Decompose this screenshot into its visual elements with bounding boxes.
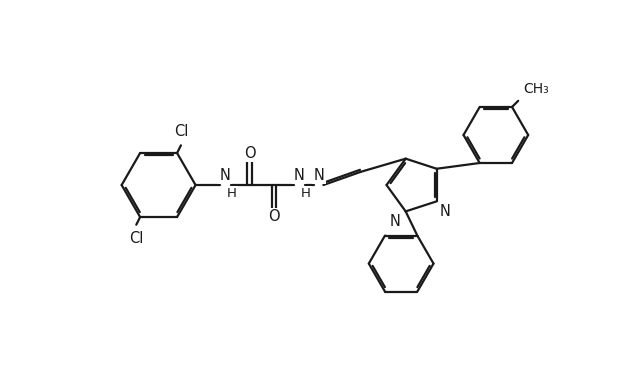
Text: O: O (244, 146, 255, 161)
Text: N: N (314, 168, 324, 183)
Text: O: O (268, 209, 280, 224)
Text: N: N (220, 168, 230, 183)
Text: N: N (440, 204, 451, 219)
Text: CH₃: CH₃ (523, 82, 548, 96)
Text: Cl: Cl (173, 124, 188, 139)
Text: Cl: Cl (129, 231, 143, 246)
Text: N: N (293, 168, 304, 183)
Text: H: H (227, 187, 237, 200)
Text: H: H (301, 187, 310, 200)
Text: N: N (389, 214, 400, 229)
